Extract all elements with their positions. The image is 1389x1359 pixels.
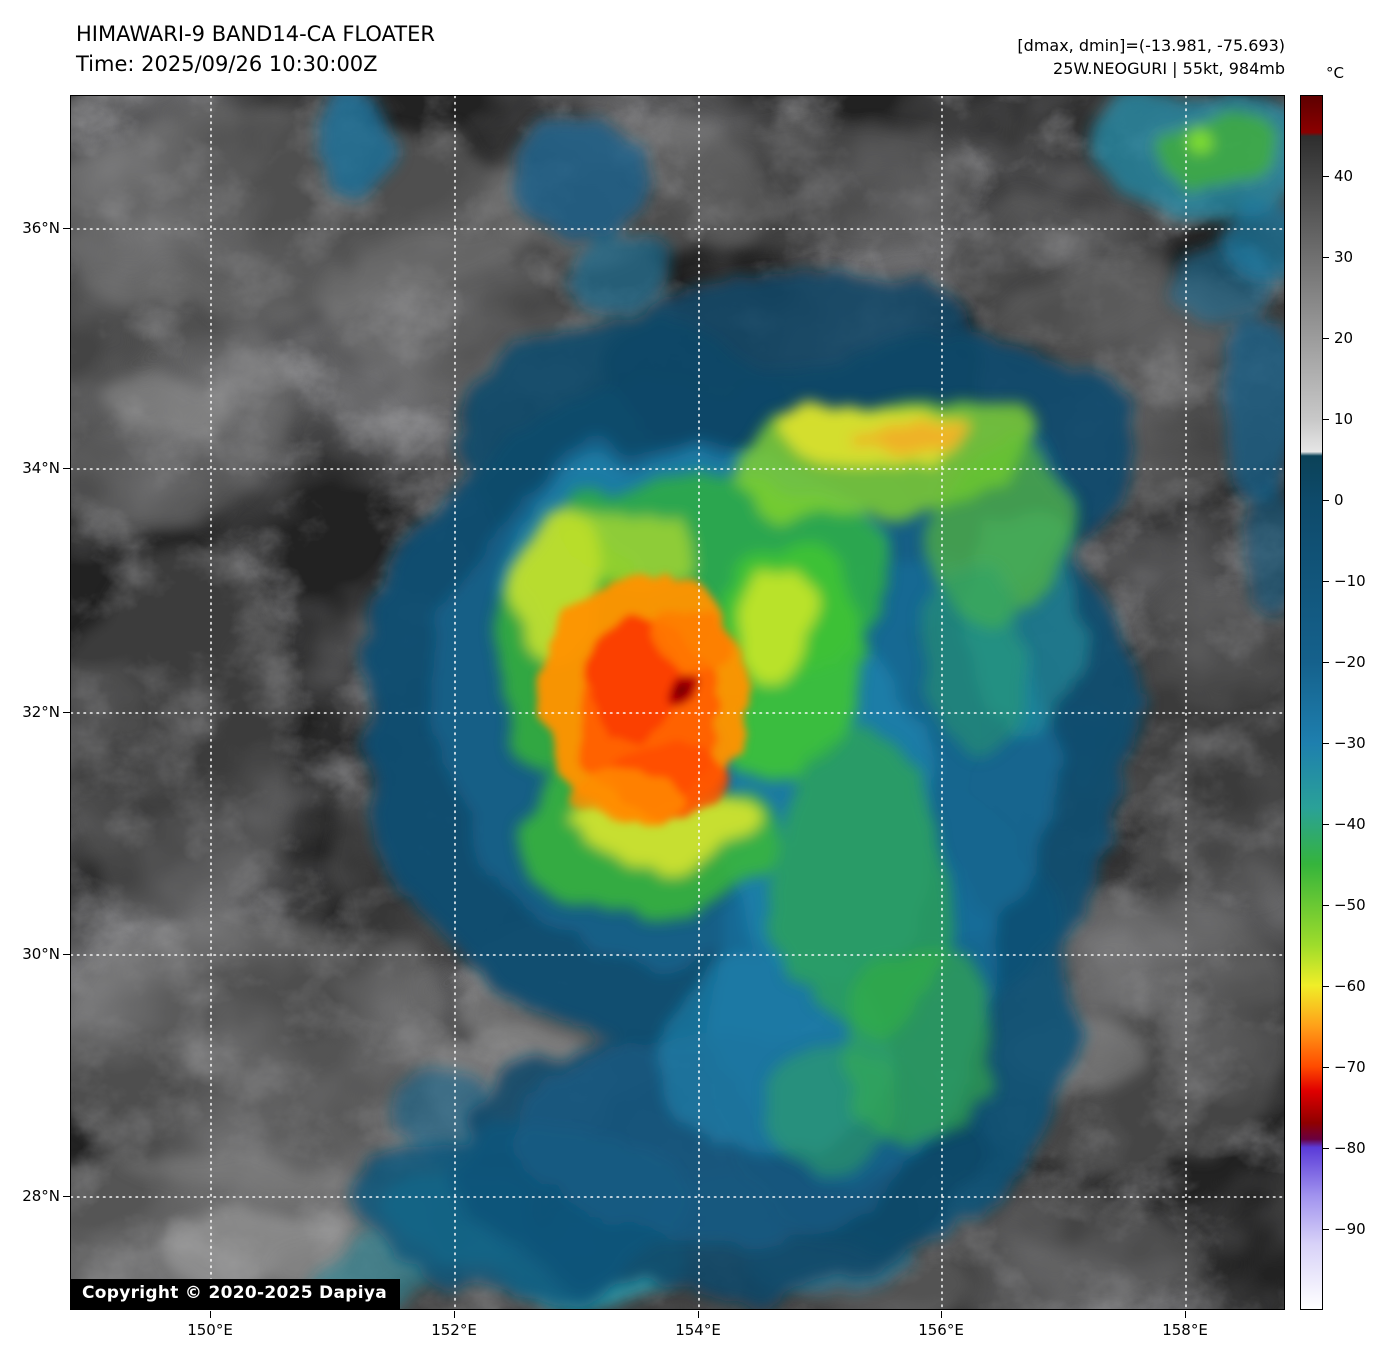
colorbar-tick-mark	[1323, 581, 1329, 582]
colorbar-tick-mark	[1323, 662, 1329, 663]
colorbar-tick-mark	[1323, 419, 1329, 420]
colorbar-tick-label: −80	[1334, 1139, 1366, 1157]
colorbar-tick-mark	[1323, 1148, 1329, 1149]
colorbar-gradient	[1300, 95, 1323, 1310]
colorbar-tick-mark	[1323, 176, 1329, 177]
y-tick-label: 36°N	[22, 219, 60, 237]
colorbar-tick-label: −20	[1334, 653, 1366, 671]
y-tick-mark	[63, 712, 70, 713]
colorbar-unit-label: °C	[1326, 64, 1344, 82]
x-tick-mark	[698, 1311, 699, 1318]
lat-lon-gridlines	[71, 96, 1284, 1309]
colorbar-tick-mark	[1323, 338, 1329, 339]
figure-title: HIMAWARI-9 BAND14-CA FLOATER	[76, 22, 435, 46]
corner-cold-cloud	[1096, 96, 1284, 281]
x-tick-label: 156°E	[918, 1321, 964, 1339]
colorbar-tick-mark	[1323, 1067, 1329, 1068]
colorbar-tick-mark	[1323, 824, 1329, 825]
colorbar-tick-label: 20	[1334, 329, 1354, 347]
colorbar-tick-mark	[1323, 500, 1329, 501]
colorbar-tick-label: 40	[1334, 167, 1354, 185]
y-tick-label: 28°N	[22, 1187, 60, 1205]
storm-info: 25W.NEOGURI | 55kt, 984mb	[1053, 59, 1285, 78]
colorbar-tick-label: −60	[1334, 977, 1366, 995]
colorbar-tick-mark	[1323, 257, 1329, 258]
figure-time: Time: 2025/09/26 10:30:00Z	[76, 52, 378, 76]
copyright-badge: Copyright © 2020-2025 Dapiya	[71, 1279, 400, 1309]
dmax-dmin-readout: [dmax, dmin]=(-13.981, -75.693)	[1017, 36, 1285, 55]
x-tick-mark	[941, 1311, 942, 1318]
y-tick-label: 32°N	[22, 703, 60, 721]
x-tick-mark	[1185, 1311, 1186, 1318]
colorbar-tick-label: −70	[1334, 1058, 1366, 1076]
colorbar-tick-mark	[1323, 743, 1329, 744]
colorbar-tick-mark	[1323, 986, 1329, 987]
typhoon-core	[541, 573, 745, 823]
colorbar-tick-label: 10	[1334, 410, 1354, 428]
colorbar-tick-label: −40	[1334, 815, 1366, 833]
typhoon-cloud-shield	[356, 271, 1136, 1296]
y-tick-mark	[63, 468, 70, 469]
colorbar-tick-label: −90	[1334, 1220, 1366, 1238]
satellite-image	[71, 96, 1284, 1309]
x-tick-label: 152°E	[431, 1321, 477, 1339]
x-tick-label: 154°E	[675, 1321, 721, 1339]
colorbar-tick-mark	[1323, 1229, 1329, 1230]
x-tick-label: 150°E	[187, 1321, 233, 1339]
x-tick-label: 158°E	[1162, 1321, 1208, 1339]
y-tick-label: 34°N	[22, 459, 60, 477]
colorbar-tick-label: 0	[1334, 491, 1344, 509]
colorbar-tick-label: −50	[1334, 896, 1366, 914]
colorbar-tick-label: 30	[1334, 248, 1354, 266]
x-tick-mark	[210, 1311, 211, 1318]
y-tick-mark	[63, 1196, 70, 1197]
y-tick-mark	[63, 228, 70, 229]
colorbar-tick-label: −30	[1334, 734, 1366, 752]
colorbar-tick-label: −10	[1334, 572, 1366, 590]
map-plot: Copyright © 2020-2025 Dapiya	[70, 95, 1285, 1310]
colorbar-tick-mark	[1323, 905, 1329, 906]
y-tick-label: 30°N	[22, 945, 60, 963]
x-tick-mark	[454, 1311, 455, 1318]
y-tick-mark	[63, 954, 70, 955]
